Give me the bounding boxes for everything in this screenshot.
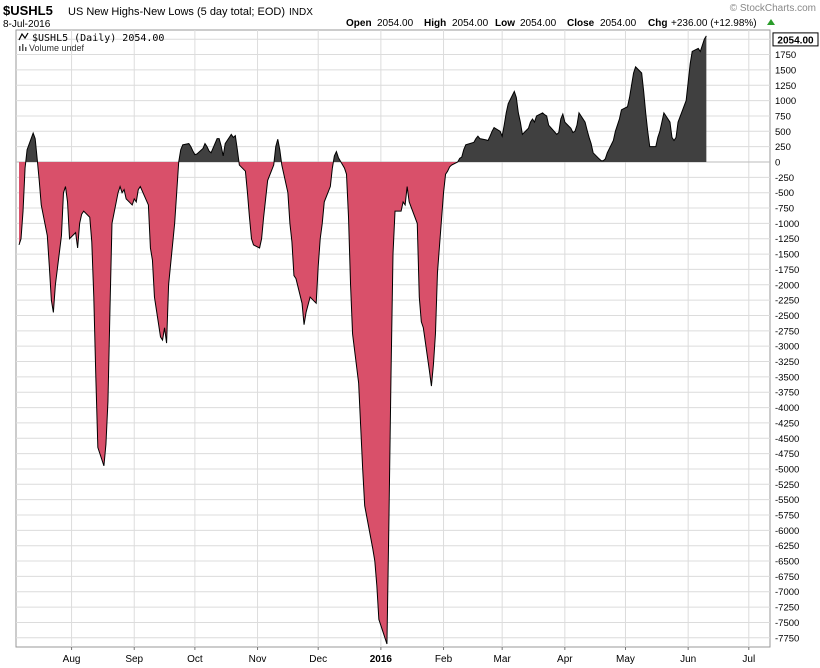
y-tick-label: -6000: [775, 526, 799, 537]
x-tick-label: Oct: [187, 654, 203, 665]
y-tick-label: 500: [775, 127, 791, 138]
y-axis: 200017501500125010007505002500-250-500-7…: [775, 35, 799, 645]
negative-area: [340, 162, 458, 644]
close-value: 2054.00: [600, 18, 637, 29]
last-value-text: 2054.00: [777, 35, 814, 46]
positive-area: [178, 134, 239, 162]
close-label: Close: [567, 18, 595, 29]
line-series-icon: [18, 32, 29, 41]
exchange-label: INDX: [289, 7, 313, 18]
chg-value: +236.00 (+12.98%): [671, 18, 757, 29]
x-tick-label: Feb: [435, 654, 453, 665]
y-tick-label: -3750: [775, 388, 799, 399]
legend-series-label: $USHL5 (Daily) 2054.00: [32, 33, 164, 44]
chg-label: Chg: [648, 18, 667, 29]
y-tick-label: -250: [775, 173, 794, 184]
y-tick-label: -1750: [775, 265, 799, 276]
y-tick-label: 1500: [775, 65, 796, 76]
positive-area: [457, 35, 707, 162]
x-tick-label: Aug: [63, 654, 81, 665]
y-tick-label: -6500: [775, 557, 799, 568]
y-tick-label: -5000: [775, 464, 799, 475]
y-tick-label: -6250: [775, 541, 799, 552]
y-tick-label: -5500: [775, 495, 799, 506]
low-label: Low: [495, 18, 515, 29]
y-tick-label: -4750: [775, 449, 799, 460]
y-tick-label: 250: [775, 142, 791, 153]
negative-area: [281, 162, 334, 325]
y-tick-label: -2000: [775, 280, 799, 291]
y-tick-label: -5750: [775, 511, 799, 522]
plot-frame: [15, 29, 771, 648]
x-tick-label: Apr: [557, 654, 573, 665]
y-tick-label: -4500: [775, 434, 799, 445]
high-label: High: [424, 18, 446, 29]
watermark: © StockCharts.com: [730, 3, 816, 14]
series-name: US New Highs-New Lows (5 day total; EOD): [68, 6, 285, 18]
y-tick-label: -7250: [775, 603, 799, 614]
y-tick-label: 1750: [775, 50, 796, 61]
y-tick-label: 0: [775, 157, 780, 168]
volume-bars-icon: [19, 44, 27, 51]
x-tick-label: Nov: [249, 654, 267, 665]
high-value: 2054.00: [452, 18, 489, 29]
y-tick-label: 1250: [775, 81, 796, 92]
y-tick-label: -4250: [775, 418, 799, 429]
negative-area: [37, 162, 179, 466]
x-tick-label: 2016: [370, 654, 393, 665]
last-value-tag: 2054.00: [772, 32, 819, 47]
y-tick-label: -3000: [775, 342, 799, 353]
y-tick-label: -3250: [775, 357, 799, 368]
y-tick-label: -6750: [775, 572, 799, 583]
y-tick-label: 750: [775, 111, 791, 122]
x-tick-label: Dec: [309, 654, 327, 665]
x-axis: Aug Sep Oct Nov Dec 2016 Feb Mar Apr May Jun Jul: [63, 647, 755, 665]
y-tick-label: -7000: [775, 587, 799, 598]
y-tick-label: -2250: [775, 296, 799, 307]
x-tick-label: Sep: [125, 654, 143, 665]
x-tick-label: Jun: [680, 654, 696, 665]
y-tick-label: -7750: [775, 633, 799, 644]
y-tick-label: 1000: [775, 96, 796, 107]
open-value: 2054.00: [377, 18, 414, 29]
symbol-label: $USHL5: [3, 3, 53, 18]
date-label: 8-Jul-2016: [3, 19, 51, 30]
legend: $USHL5 (Daily) 2054.00 Volume undef: [18, 32, 164, 53]
series-layer: [18, 35, 707, 645]
ohlc-readout: Open 2054.00 High 2054.00 Low 2054.00 Cl…: [346, 18, 775, 29]
legend-volume-label: Volume undef: [29, 43, 85, 53]
up-arrow-icon: [767, 19, 775, 25]
positive-area: [25, 133, 38, 162]
y-tick-label: -2750: [775, 326, 799, 337]
negative-area: [238, 162, 275, 248]
series-line: [18, 35, 707, 645]
y-tick-label: -7500: [775, 618, 799, 629]
y-tick-label: -4000: [775, 403, 799, 414]
y-tick-label: -1000: [775, 219, 799, 230]
y-tick-label: -500: [775, 188, 794, 199]
x-tick-label: May: [616, 654, 635, 665]
y-tick-label: -3500: [775, 372, 799, 383]
low-value: 2054.00: [520, 18, 557, 29]
x-tick-label: Mar: [494, 654, 512, 665]
y-tick-label: -5250: [775, 480, 799, 491]
y-tick-label: -1250: [775, 234, 799, 245]
open-label: Open: [346, 18, 372, 29]
y-tick-label: -750: [775, 204, 794, 215]
y-tick-label: -2500: [775, 311, 799, 322]
x-tick-label: Jul: [742, 654, 755, 665]
y-tick-label: -1500: [775, 250, 799, 261]
positive-area: [274, 139, 282, 162]
